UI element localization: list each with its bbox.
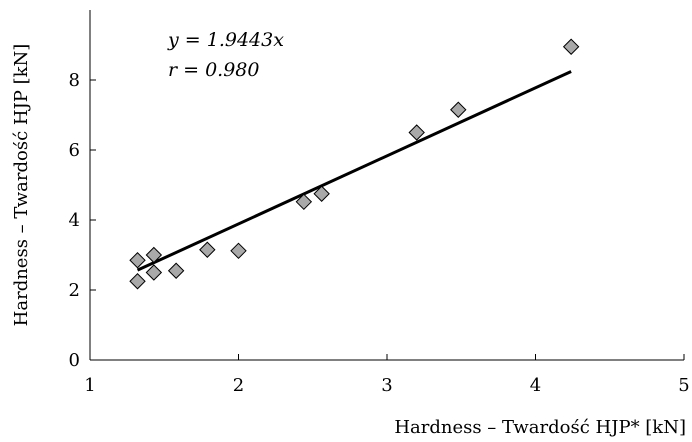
data-points bbox=[129, 38, 580, 290]
x-axis-label: Hardness – Twardość HJP* [kN] bbox=[394, 417, 686, 438]
x-tick-label: 5 bbox=[678, 375, 689, 396]
regression-line bbox=[136, 70, 572, 272]
data-point bbox=[145, 264, 163, 281]
x-tick-label: 1 bbox=[84, 375, 95, 396]
data-point bbox=[313, 185, 330, 202]
data-point bbox=[450, 101, 467, 118]
y-ticks: 0 2 4 6 8 bbox=[69, 70, 96, 371]
data-point bbox=[167, 262, 185, 279]
y-tick-label: 6 bbox=[69, 140, 80, 161]
x-tick-label: 2 bbox=[233, 375, 244, 396]
y-tick-label: 2 bbox=[69, 280, 80, 301]
equation-annotation: y = 1.9443x bbox=[167, 29, 284, 51]
data-point bbox=[129, 273, 146, 290]
y-tick-label: 4 bbox=[69, 210, 80, 231]
data-point bbox=[129, 252, 146, 269]
x-ticks: 1 2 3 4 5 bbox=[84, 354, 690, 396]
data-point bbox=[145, 246, 163, 264]
y-tick-label: 0 bbox=[69, 350, 80, 371]
correlation-annotation: r = 0.980 bbox=[168, 59, 259, 81]
y-tick-label: 8 bbox=[69, 70, 80, 91]
data-point bbox=[199, 241, 216, 258]
data-point bbox=[230, 242, 247, 260]
data-point bbox=[295, 193, 313, 211]
x-tick-label: 4 bbox=[530, 375, 541, 396]
data-point bbox=[562, 38, 580, 55]
x-tick-label: 3 bbox=[381, 375, 392, 396]
y-axis-label: Hardness – Twardość HJP [kN] bbox=[11, 44, 32, 327]
data-point bbox=[408, 124, 425, 141]
